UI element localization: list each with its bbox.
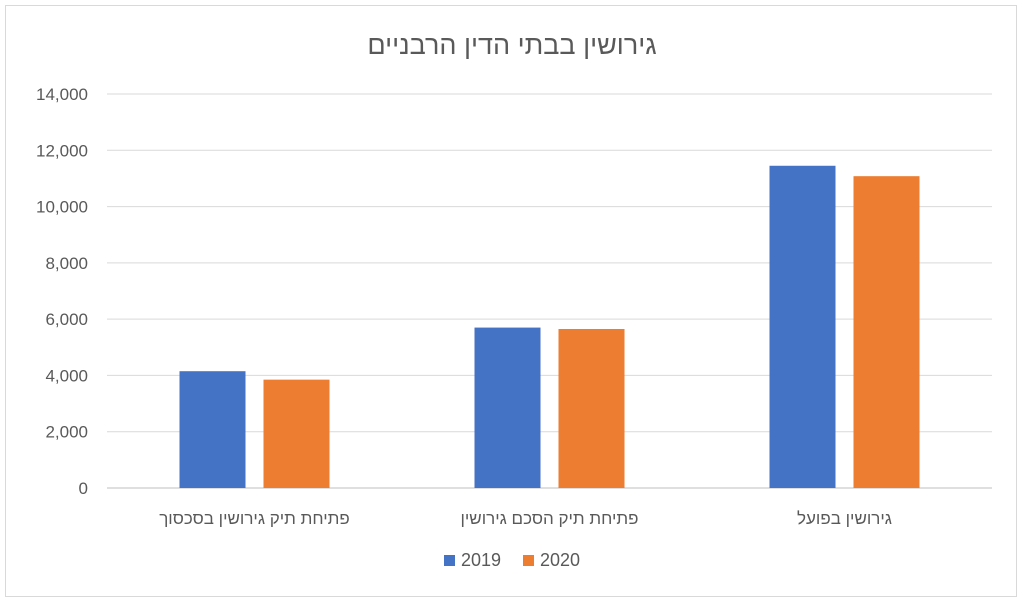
bar-2020-1 [558, 328, 625, 488]
bar-2020-0 [263, 379, 330, 488]
chart-title: גירושין בבתי הדין הרבניים [367, 30, 657, 60]
bar-2019-2 [769, 165, 836, 488]
legend-label-2020: 2020 [540, 550, 581, 570]
legend-label-2019: 2019 [460, 550, 501, 570]
legend-swatch-2019 [443, 555, 455, 566]
bar-2019-0 [179, 371, 246, 488]
bar-2019-1 [474, 327, 541, 488]
legend-item-2020: 2020 [523, 550, 580, 571]
y-tick-label: 6,000 [45, 310, 88, 329]
x-category-label: גירושין בפועל [797, 509, 892, 528]
x-category-label: פתיחת תיק גירושין בסכסוך [159, 509, 350, 528]
y-tick-label: 2,000 [45, 423, 88, 442]
bar-2020-2 [853, 176, 920, 489]
y-tick-label: 14,000 [36, 85, 88, 104]
y-tick-label: 10,000 [36, 198, 88, 217]
y-tick-label: 4,000 [45, 366, 88, 385]
y-tick-label: 12,000 [36, 141, 88, 160]
legend: 2019 2020 [0, 550, 1024, 571]
chart-frame [5, 5, 1017, 597]
y-tick-label: 8,000 [45, 254, 88, 273]
legend-swatch-2020 [523, 555, 534, 566]
legend-item-2019: 2019 [443, 550, 501, 571]
y-tick-label: 0 [79, 479, 88, 498]
x-category-label: פתיחת תיק הסכם גירושין [460, 509, 638, 528]
